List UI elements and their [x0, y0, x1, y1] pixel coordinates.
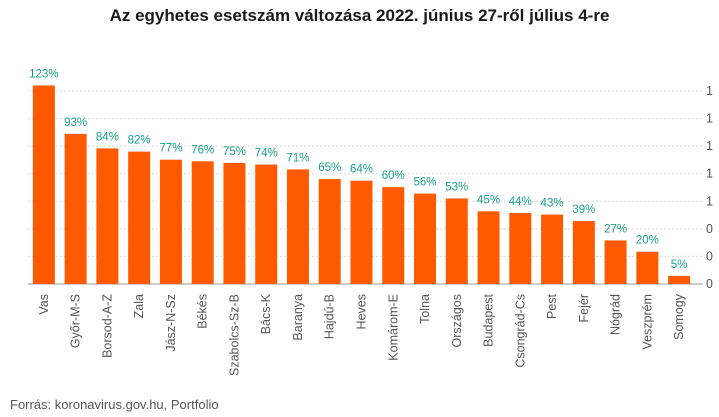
value-label: 71%: [286, 152, 309, 164]
category-label: Tolna: [418, 294, 432, 324]
value-label: 84%: [96, 131, 119, 143]
category-label: Borsod-A-Z: [100, 294, 114, 358]
category-label: Nógrád: [609, 294, 623, 335]
category-label: Veszprém: [640, 294, 654, 350]
value-label: 75%: [223, 146, 246, 158]
category-label: Országos: [450, 294, 464, 348]
bar: [32, 85, 55, 284]
value-label: 56%: [414, 177, 437, 189]
category-label: Baranya: [291, 294, 305, 341]
category-label: Győr-M-S: [69, 294, 83, 348]
value-label: 5%: [671, 259, 688, 271]
value-label: 65%: [318, 162, 341, 174]
bar: [96, 148, 119, 284]
category-label: Somogy: [672, 293, 686, 340]
bar: [477, 211, 500, 284]
value-label: 45%: [477, 194, 500, 206]
value-labels: 123% 93% 84% 82% 77% 76% 75% 74% 71% 65% 64% 60% 56%…: [29, 68, 687, 270]
value-label: 123%: [29, 68, 58, 80]
value-label: 93%: [64, 117, 87, 129]
right-axis-tick-label: 0: [706, 222, 713, 236]
category-label: Heves: [355, 294, 369, 329]
category-label: Pest: [545, 293, 559, 319]
value-label: 74%: [255, 148, 278, 160]
bar: [668, 275, 691, 284]
bar: [128, 151, 151, 284]
category-label: Jász-N-Sz: [164, 294, 178, 352]
right-axis-ticks: 1 1 1 1 1 0 0 0: [706, 84, 713, 291]
right-axis-tick-label: 1: [706, 167, 713, 181]
bar: [414, 193, 437, 284]
right-axis-tick-label: 0: [706, 277, 713, 291]
right-axis-tick-label: 1: [706, 112, 713, 126]
value-label: 77%: [159, 143, 182, 155]
chart-title: Az egyhetes esetszám változása 2022. jún…: [109, 6, 610, 25]
category-label: Komárom-E: [386, 294, 400, 361]
value-label: 60%: [382, 170, 405, 182]
bar: [445, 198, 468, 284]
category-label: Budapest: [482, 293, 496, 346]
category-labels: Vas Győr-M-S Borsod-A-Z Zala Jász-N-Sz Békés S…: [37, 293, 686, 376]
category-label: Csongrád-Cs: [513, 294, 527, 368]
value-label: 64%: [350, 164, 373, 176]
value-label: 76%: [191, 144, 214, 156]
bar: [350, 180, 373, 284]
bar: [286, 169, 309, 284]
value-label: 27%: [604, 223, 627, 235]
category-label: Szabolcs-Sz-B: [227, 294, 241, 376]
category-label: Békés: [196, 294, 210, 329]
bar: [604, 240, 627, 284]
right-axis-tick-label: 1: [706, 139, 713, 153]
value-label: 53%: [445, 181, 468, 193]
right-axis-tick-label: 1: [706, 84, 713, 98]
bar: [509, 212, 532, 284]
bar: [318, 179, 341, 284]
bar: [255, 164, 278, 284]
bar: [636, 251, 659, 284]
bar: [223, 162, 246, 284]
category-label: Vas: [37, 294, 51, 315]
value-label: 20%: [636, 235, 659, 247]
source-note: Forrás: koronavirus.gov.hu, Portfolio: [10, 397, 219, 412]
bar: [159, 159, 182, 284]
value-label: 44%: [509, 196, 532, 208]
category-label: Bács-K: [259, 293, 273, 334]
value-label: 82%: [128, 135, 151, 147]
category-label: Fejér: [577, 294, 591, 322]
value-label: 39%: [572, 204, 595, 216]
bar: [572, 221, 595, 284]
bar: [541, 214, 564, 284]
value-label: 43%: [541, 198, 564, 210]
bars: [32, 85, 691, 284]
bar: [191, 161, 214, 284]
right-axis-tick-label: 0: [706, 249, 713, 263]
category-label: Zala: [132, 294, 146, 318]
bar: [64, 133, 87, 284]
bar: [382, 187, 405, 284]
right-axis-tick-label: 1: [706, 194, 713, 208]
category-label: Hajdú-B: [323, 294, 337, 339]
